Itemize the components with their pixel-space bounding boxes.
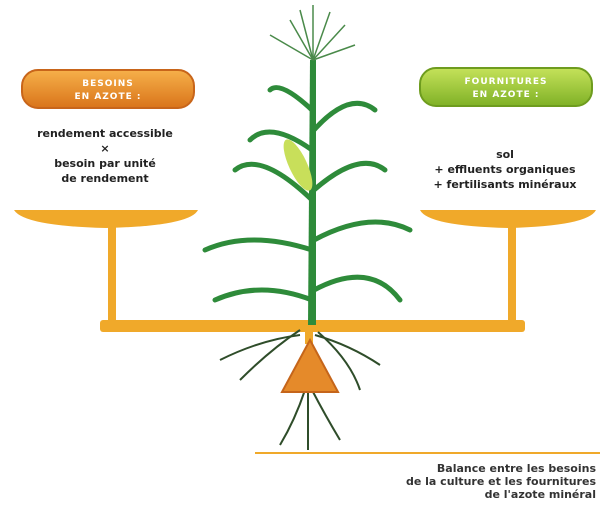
left-line: × — [100, 142, 109, 155]
left-line: rendement accessible — [37, 127, 173, 140]
left-line: de rendement — [61, 172, 148, 185]
plant — [205, 5, 410, 325]
caption: de la culture et les fournitures — [406, 475, 596, 488]
right-title: EN AZOTE : — [473, 90, 540, 100]
caption: de l'azote minéral — [485, 488, 596, 501]
right-pill — [420, 68, 592, 106]
left-line: besoin par unité — [54, 157, 156, 170]
scale — [14, 210, 596, 344]
left-pill — [22, 70, 194, 108]
caption: Balance entre les besoins — [437, 462, 597, 475]
right-line: sol — [496, 148, 514, 161]
right-title: FOURNITURES — [465, 77, 548, 87]
left-title: BESOINS — [82, 79, 134, 89]
fulcrum — [282, 340, 338, 392]
diagram: BESOINS EN AZOTE : FOURNITURES EN AZOTE … — [0, 0, 600, 508]
right-line: + effluents organiques — [434, 163, 576, 176]
right-line: + fertilisants minéraux — [433, 178, 576, 191]
left-title: EN AZOTE : — [75, 92, 142, 102]
